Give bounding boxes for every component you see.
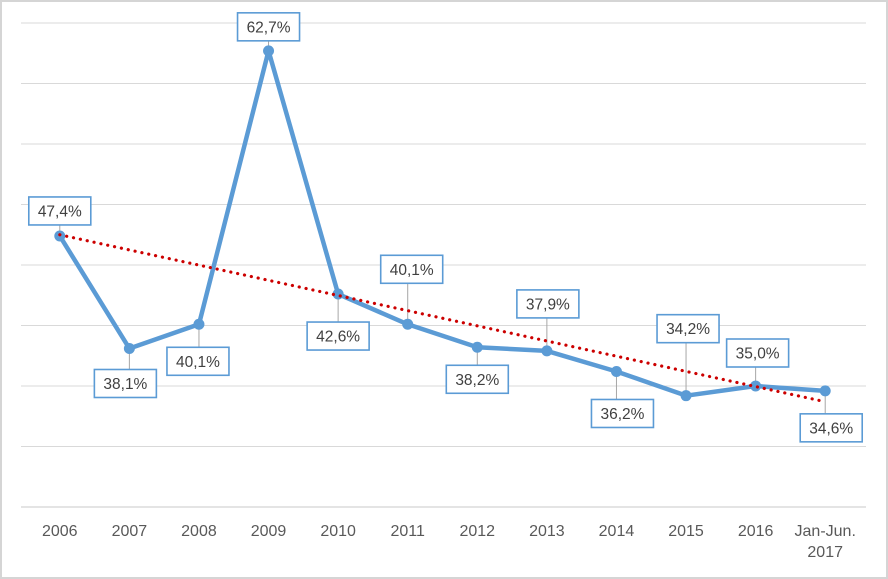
x-axis-tick-label: 2014 (599, 523, 635, 540)
data-label-text: 42,6% (316, 329, 360, 346)
data-label-box (590, 398, 655, 429)
x-axis-tick-label: 2017 (807, 544, 843, 561)
data-label-box (93, 368, 158, 399)
data-point-marker (123, 342, 135, 354)
data-point-marker (263, 45, 275, 57)
data-label-text: 35,0% (736, 346, 780, 363)
x-axis-tick-label: 2007 (112, 523, 148, 540)
data-point-marker (193, 318, 205, 330)
data-label-text: 34,6% (809, 420, 853, 437)
series-line (57, 48, 828, 398)
x-axis-tick-label: 2006 (42, 523, 78, 540)
data-label-box (516, 289, 580, 319)
data-label-text: 36,2% (600, 406, 644, 423)
x-axis-tick-label: 2015 (668, 523, 704, 540)
data-label-box (379, 254, 444, 285)
data-label-text: 40,1% (390, 262, 434, 279)
data-point-marker (402, 318, 414, 330)
data-label-box (236, 12, 301, 42)
trendline (58, 233, 827, 404)
data-point-marker (819, 385, 831, 397)
data-point-marker (541, 345, 553, 357)
data-label-box (445, 364, 510, 395)
x-axis-tick-label: 2016 (738, 523, 774, 540)
data-label-box (306, 321, 370, 351)
data-label-text: 62,7% (247, 19, 291, 36)
x-axis-tick-label: Jan-Jun. (795, 523, 856, 540)
data-label-text: 38,2% (455, 372, 499, 389)
data-point-marker (471, 341, 483, 353)
x-axis-tick-label: 2009 (251, 523, 287, 540)
x-axis-tick-label: 2010 (320, 523, 356, 540)
data-point-marker (680, 390, 692, 402)
data-label-text: 47,4% (38, 203, 82, 220)
data-label-box (166, 346, 230, 377)
data-label-text: 38,1% (103, 376, 147, 393)
data-label-box (725, 338, 790, 368)
data-point-marker (750, 380, 762, 392)
x-axis-tick-label: 2012 (459, 523, 495, 540)
data-label-box (799, 413, 864, 443)
data-label-text: 34,2% (666, 321, 710, 338)
data-point-marker (610, 365, 622, 377)
data-label-text: 37,9% (526, 296, 570, 313)
x-axis-tick-label: 2008 (181, 523, 217, 540)
data-label-box (656, 313, 720, 344)
data-label-box (27, 196, 92, 226)
x-axis-tick-label: 2013 (529, 523, 565, 540)
data-label-text: 40,1% (176, 354, 220, 371)
x-axis-tick-label: 2011 (391, 523, 426, 540)
